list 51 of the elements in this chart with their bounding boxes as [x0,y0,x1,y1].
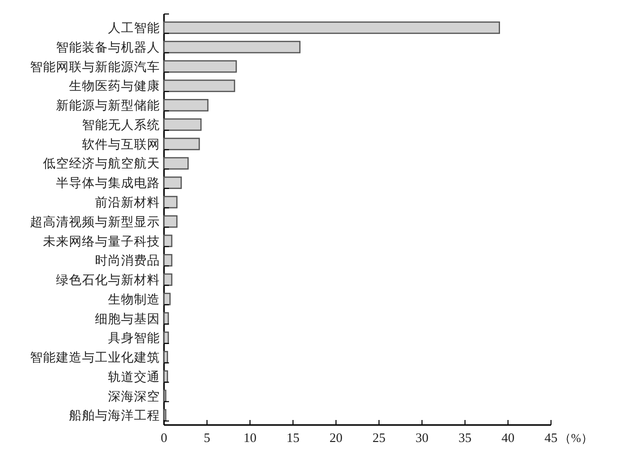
x-tick-label: 10 [244,430,256,445]
x-tick-label: 45 [544,430,558,445]
bar [163,21,500,34]
x-tick-label: 30 [416,430,428,445]
y-tick-label: 智能装备与机器人 [56,40,160,54]
x-tick-label: 0 [160,430,168,445]
bar [163,60,237,73]
y-tick-label: 生物医药与健康 [69,79,160,94]
y-tick-label: 绿色石化与新材料 [56,273,160,288]
bar [163,196,178,208]
bar [163,273,172,286]
bar [163,370,168,383]
x-tick-label: 5 [204,430,210,445]
bar [163,176,182,189]
y-tick-label: 时尚消费品 [95,254,160,268]
y-tick-label: 超高清视频与新型显示 [30,214,160,229]
y-tick-label: 人工智能 [108,21,160,36]
bar [163,215,178,228]
bar [163,157,189,170]
y-tick-label: 低空经济与航空航天 [43,156,160,171]
y-tick-label: 软件与互联网 [82,137,160,152]
bar [163,312,169,325]
bar [163,80,236,92]
x-tick-label: 15 [286,430,300,445]
bar [163,118,202,131]
y-tick-label: 船舶与海洋工程 [69,408,160,423]
y-tick-label: 深海深空 [108,389,160,404]
x-tick-label: 35 [458,430,472,445]
bar [163,350,168,364]
y-tick-label: 前沿新材料 [95,195,160,210]
x-tick-label: 20 [330,430,342,445]
bar [163,292,171,306]
bar [163,98,208,112]
bar [163,332,169,344]
bar [163,234,172,248]
y-tick-label: 未来网络与量子科技 [43,234,160,248]
y-tick-label: 新能源与新型储能 [56,98,160,113]
x-axis-title: （%） [559,431,593,445]
y-tick-label: 轨道交通 [108,368,160,384]
bar [163,138,200,150]
y-tick-label: 智能无人系统 [82,118,160,132]
y-tick-label: 智能网联与新能源汽车 [30,60,160,74]
y-tick-label: 具身智能 [108,331,160,346]
y-tick-label: 智能建造与工业化建筑 [30,350,160,365]
bar [163,40,300,54]
x-tick-label: 25 [372,430,386,445]
y-tick-label: 半导体与集成电路 [56,176,160,190]
x-tick-label: 40 [502,430,514,445]
y-tick-label: 生物制造 [108,292,160,306]
y-tick-label: 细胞与基因 [95,312,160,326]
bar [163,254,172,266]
